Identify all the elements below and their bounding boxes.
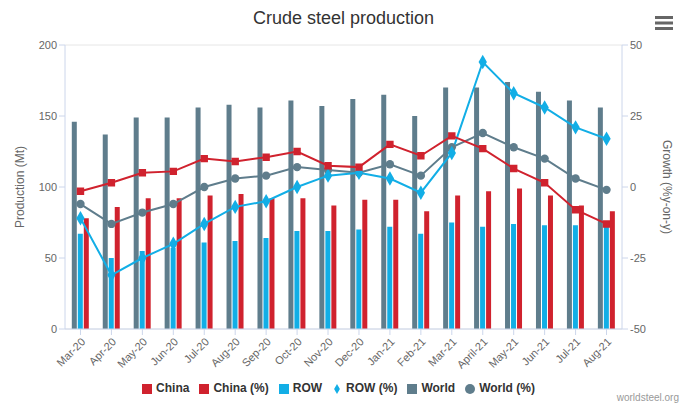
- svg-text:-50: -50: [630, 323, 646, 335]
- svg-text:May-20: May-20: [115, 335, 149, 369]
- html-text:World: World: [421, 381, 456, 395]
- svg-text:100: 100: [39, 181, 57, 193]
- svg-text:150: 150: [39, 110, 57, 122]
- html-text:China: China: [156, 381, 190, 395]
- svg-text:Jan-21: Jan-21: [365, 335, 397, 367]
- html-text:ROW: ROW: [292, 381, 323, 395]
- svg-text:Oct-20: Oct-20: [272, 335, 304, 367]
- html-text:worldsteel.org: worldsteel.org: [616, 392, 679, 403]
- svg-text:25: 25: [630, 110, 642, 122]
- svg-text:0: 0: [630, 181, 636, 193]
- svg-text:Aug-21: Aug-21: [580, 335, 614, 369]
- svg-text:Jul-21: Jul-21: [553, 335, 583, 365]
- svg-text:Jun-21: Jun-21: [519, 335, 551, 367]
- svg-text:Jun-20: Jun-20: [148, 335, 180, 367]
- svg-text:Sep-20: Sep-20: [239, 335, 273, 369]
- svg-text:Feb-21: Feb-21: [395, 335, 428, 368]
- svg-text:Jul-20: Jul-20: [182, 335, 212, 365]
- html-text:ROW (%): ROW (%): [346, 381, 398, 395]
- svg-text:April-21: April-21: [454, 335, 489, 370]
- svg-text:50: 50: [630, 39, 642, 51]
- svg-text:Production (Mt): Production (Mt): [13, 146, 27, 228]
- svg-text:Nov-20: Nov-20: [301, 335, 335, 369]
- svg-text:0: 0: [51, 323, 57, 335]
- html-text:China (%): China (%): [213, 381, 269, 395]
- svg-text:Growth (%y-on-y): Growth (%y-on-y): [660, 140, 674, 234]
- html-text:Crude steel production: Crude steel production: [252, 8, 434, 28]
- svg-text:50: 50: [45, 252, 57, 264]
- svg-text:200: 200: [39, 39, 57, 51]
- svg-text:Mar-21: Mar-21: [426, 335, 459, 368]
- svg-text:Apr-20: Apr-20: [87, 335, 119, 367]
- html-text:World (%): World (%): [479, 381, 535, 395]
- svg-text:-25: -25: [630, 252, 646, 264]
- svg-text:Aug-20: Aug-20: [209, 335, 243, 369]
- svg-text:Mar-20: Mar-20: [54, 335, 87, 368]
- svg-text:Dec-20: Dec-20: [332, 335, 366, 369]
- svg-text:May-21: May-21: [486, 335, 520, 369]
